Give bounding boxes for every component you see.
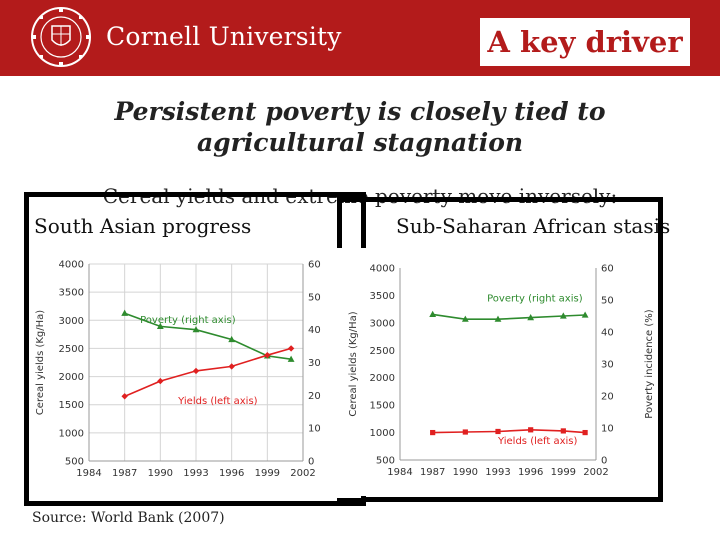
data-point — [192, 326, 200, 333]
data-point — [287, 345, 295, 352]
data-point — [560, 428, 566, 434]
chart-south-asia: 500 1000 1500 2000 2500 3000 3500 4000 0 10 20 30 40… — [31, 248, 361, 498]
series-label: Yields (left axis) — [177, 396, 258, 407]
chart-sub-saharan-africa: 500 1000 1500 2000 2500 3000 3500 4000 0 10 20 30 40… — [344, 248, 658, 496]
data-point — [228, 335, 236, 343]
y-tick-label: 500 — [376, 456, 395, 467]
y2-tick-label: 10 — [601, 424, 614, 435]
series-line-0 — [124, 312, 292, 360]
y-tick-label: 500 — [65, 457, 84, 468]
x-tick-label: 1999 — [551, 467, 576, 478]
headline: Persistent poverty is closely tied to ag… — [0, 96, 720, 158]
x-tick-label: 2002 — [583, 467, 608, 478]
y2-tick-label: 0 — [308, 457, 314, 468]
data-point — [462, 429, 468, 435]
y2-tick-label: 60 — [601, 264, 614, 275]
brand-name: Cornell University — [106, 22, 342, 51]
y-axis-title: Cereal yields (Kg/Ha) — [348, 311, 359, 416]
data-point — [559, 312, 567, 319]
panel-label-left: South Asian progress — [34, 214, 252, 238]
data-point — [121, 393, 128, 400]
data-point — [527, 314, 535, 321]
y-axis-title: Cereal yields (Kg/Ha) — [35, 310, 46, 415]
x-tick-label: 1996 — [518, 467, 543, 478]
series-line-1 — [124, 347, 292, 398]
data-point — [264, 351, 271, 359]
data-point — [157, 377, 164, 385]
y-tick-label: 3500 — [59, 288, 84, 299]
y-tick-label: 2500 — [59, 344, 84, 355]
y-tick-label: 1000 — [370, 428, 395, 439]
y-tick-label: 3000 — [370, 318, 395, 329]
data-point — [430, 429, 436, 436]
header-bar: Cornell University A key driver — [0, 0, 720, 76]
x-tick-label: 1987 — [112, 468, 137, 479]
x-tick-label: 1996 — [219, 468, 244, 479]
series-label: Poverty (right axis) — [140, 315, 236, 326]
slide-title: A key driver — [480, 18, 690, 66]
y-tick-label: 2000 — [59, 372, 84, 383]
data-point — [121, 309, 129, 316]
y2-tick-label: 60 — [308, 260, 321, 271]
series-line-1 — [432, 428, 586, 434]
x-tick-label: 1987 — [420, 467, 445, 478]
y-tick-label: 3500 — [370, 291, 395, 302]
y2-tick-label: 20 — [308, 391, 321, 402]
y-tick-label: 4000 — [370, 264, 395, 275]
x-tick-label: 1993 — [183, 468, 208, 479]
y-tick-label: 4000 — [59, 260, 84, 271]
panel-label-right: Sub-Saharan African stasis — [396, 214, 671, 238]
x-tick-label: 1984 — [76, 468, 101, 479]
data-point — [495, 428, 501, 435]
chart-svg: 500 1000 1500 2000 2500 3000 3500 4000 0 10 20 30 40… — [35, 260, 358, 480]
y-tick-label: 3000 — [59, 316, 84, 327]
y2-tick-label: 40 — [308, 325, 321, 336]
headline-line-1: Persistent poverty is closely tied to — [114, 97, 606, 126]
data-point — [156, 322, 164, 329]
x-tick-label: 1984 — [387, 467, 412, 478]
data-point — [287, 355, 295, 362]
y-tick-label: 2000 — [370, 373, 395, 384]
data-point — [494, 315, 502, 322]
y2-tick-label: 30 — [601, 360, 614, 371]
y2-tick-label: 20 — [601, 392, 614, 403]
series-line-0 — [432, 313, 586, 320]
data-point — [528, 427, 534, 433]
x-tick-label: 1990 — [453, 467, 478, 478]
y-tick-label: 1500 — [59, 400, 84, 411]
x-tick-label: 1993 — [485, 467, 510, 478]
series-label: Yields (left axis) — [497, 436, 578, 447]
source-note: Source: World Bank (2007) — [32, 510, 225, 526]
series-label: Poverty (right axis) — [487, 294, 583, 305]
y-tick-label: 1000 — [59, 428, 84, 439]
y2-tick-label: 40 — [601, 328, 614, 339]
data-point — [461, 315, 469, 322]
headline-line-2: agricultural stagnation — [196, 128, 524, 157]
data-point — [228, 363, 235, 370]
x-tick-label: 1999 — [255, 468, 280, 479]
data-point — [581, 311, 589, 318]
y2-tick-label: 50 — [308, 292, 321, 303]
y2-tick-label: 0 — [601, 456, 607, 467]
data-point — [192, 367, 200, 375]
chart-svg: 500 1000 1500 2000 2500 3000 3500 4000 0 10 20 30 40… — [348, 264, 655, 479]
data-point — [582, 429, 588, 436]
y2-axis-title: Poverty incidence (%) — [644, 309, 655, 418]
data-point — [429, 310, 437, 317]
y2-tick-label: 30 — [308, 358, 321, 369]
cornell-seal-icon — [31, 7, 91, 67]
y2-tick-label: 10 — [308, 424, 321, 435]
y-tick-label: 2500 — [370, 346, 395, 357]
y-tick-label: 1500 — [370, 401, 395, 412]
x-tick-label: 2002 — [290, 468, 315, 479]
y2-tick-label: 50 — [601, 296, 614, 307]
x-tick-label: 1990 — [148, 468, 173, 479]
